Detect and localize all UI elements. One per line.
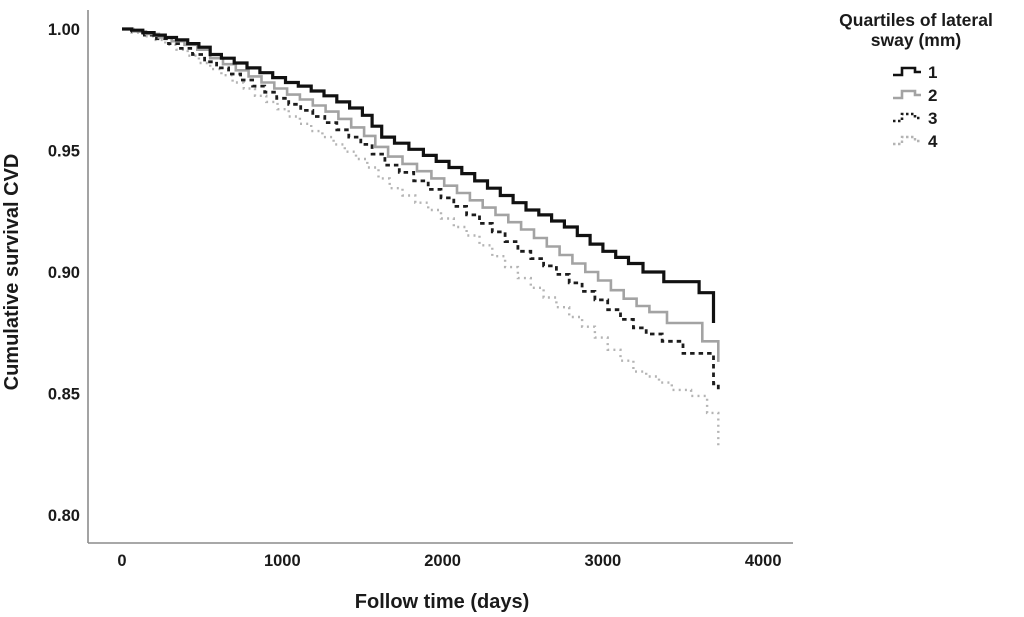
legend-item-quartile-1: 1 [893, 63, 937, 82]
y-axis-title: Cumulative survival CVD [1, 154, 23, 391]
legend-title-line1: Quartiles of lateral [839, 10, 993, 30]
legend-item-quartile-2: 2 [893, 86, 937, 105]
legend-item-label: 4 [928, 132, 938, 151]
x-tick-label: 4000 [745, 552, 782, 570]
legend-line-sample-icon [893, 89, 921, 100]
legend-item-label: 2 [928, 86, 937, 105]
x-tick-label: 3000 [585, 552, 622, 570]
legend-title-line2: sway (mm) [871, 30, 961, 50]
y-tick-label: 0.80 [48, 507, 80, 525]
legend-item-quartile-3: 3 [893, 109, 937, 128]
x-tick-label: 2000 [424, 552, 461, 570]
survival-curve-quartile-3 [122, 27, 720, 392]
legend-item-quartile-4: 4 [893, 132, 938, 151]
survival-curve-quartile-2 [122, 27, 720, 362]
y-axis-tick-labels: 1.00 0.95 0.90 0.85 0.80 [48, 21, 80, 525]
legend: Quartiles of lateral sway (mm) 1 2 3 4 [839, 10, 993, 151]
y-tick-label: 0.90 [48, 264, 80, 282]
survival-curve-quartile-4 [122, 27, 720, 450]
survival-curves [122, 27, 720, 450]
x-tick-label: 1000 [264, 552, 301, 570]
legend-line-sample-icon [893, 135, 921, 146]
y-tick-label: 1.00 [48, 21, 80, 39]
survival-curve-quartile-1 [122, 27, 716, 323]
legend-line-sample-icon [893, 112, 921, 123]
y-tick-label: 0.85 [48, 386, 80, 404]
x-axis-tick-labels: 0 1000 2000 3000 4000 [117, 552, 781, 570]
axes [87, 10, 793, 544]
legend-line-sample-icon [893, 66, 921, 77]
x-axis-title: Follow time (days) [355, 591, 529, 613]
legend-items: 1 2 3 4 [893, 63, 938, 151]
x-tick-label: 0 [117, 552, 126, 570]
y-tick-label: 0.95 [48, 143, 80, 161]
legend-item-label: 3 [928, 109, 937, 128]
legend-item-label: 1 [928, 63, 937, 82]
